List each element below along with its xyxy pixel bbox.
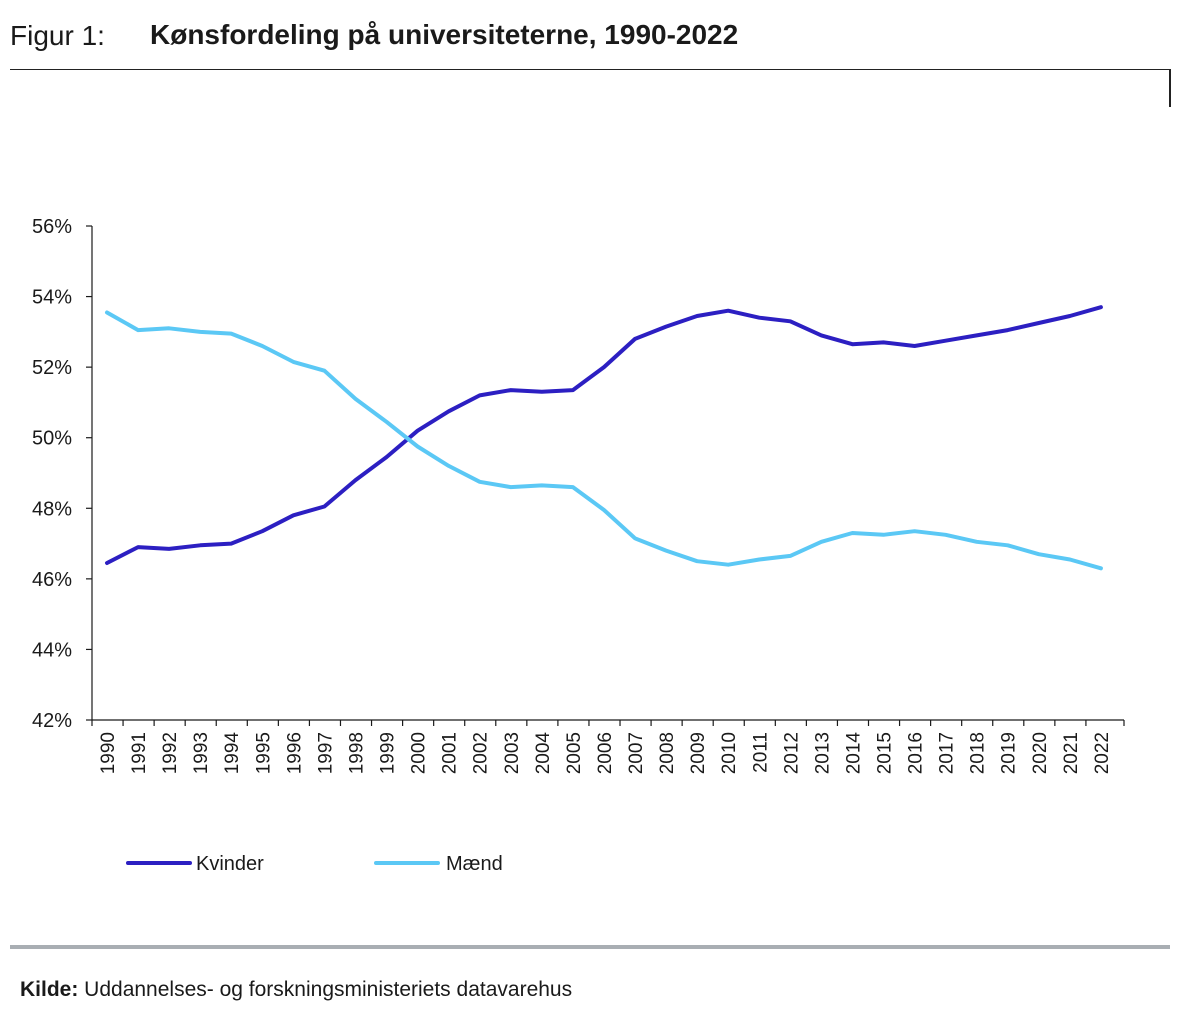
x-tick-label: 1995: [253, 732, 274, 774]
x-tick-label: 2019: [999, 732, 1020, 774]
x-tick-label: 2000: [409, 732, 430, 774]
y-tick-label: 54%: [32, 287, 72, 309]
x-tick-label: 1990: [98, 732, 119, 774]
chart-title: Kønsfordeling på universiteterne, 1990-2…: [150, 19, 739, 50]
x-tick-label: 1991: [129, 732, 150, 774]
source-note: Kilde: Uddannelses- og forskningsministe…: [20, 978, 572, 1002]
x-tick-label: 2020: [1030, 732, 1051, 774]
x-tick-label: 1999: [378, 732, 399, 774]
x-tick-label: 2016: [906, 732, 927, 774]
legend-label: Mænd: [446, 853, 503, 875]
series-line-maend: [105, 310, 1103, 571]
legend: Kvinder Mænd: [126, 853, 503, 875]
y-tick-label: 48%: [32, 498, 72, 520]
top-divider: [10, 69, 1170, 70]
x-tick-label: 2005: [564, 732, 585, 774]
x-tick-label: 2003: [502, 732, 523, 774]
y-tick-label: 56%: [32, 216, 72, 238]
x-tick-label: 2017: [937, 732, 958, 774]
y-tick-label: 46%: [32, 569, 72, 591]
x-axis: 1990 1991 1992 1993 1994 1995 1996 1997 1998 1999…: [91, 719, 1125, 775]
x-tick-label: 2018: [968, 732, 989, 774]
x-tick-label: 2022: [1092, 732, 1113, 774]
x-tick-label: 2012: [781, 732, 802, 774]
series-line-kvinder: [105, 305, 1103, 565]
x-tick-label: 2015: [875, 732, 896, 774]
x-tick-label: 2008: [657, 732, 678, 774]
x-tick-label: 2009: [688, 732, 709, 774]
x-tick-label: 1998: [346, 732, 367, 774]
source-text: Uddannelses- og forskningsministeriets d…: [78, 978, 573, 1001]
x-tick-label: 2002: [471, 732, 492, 774]
x-tick-label: 1992: [160, 732, 181, 774]
source-label: Kilde:: [20, 978, 79, 1001]
x-tick-label: 2011: [750, 732, 771, 773]
y-tick-label: 52%: [32, 357, 72, 379]
top-divider-tick: [1169, 69, 1171, 107]
legend-label: Kvinder: [196, 853, 264, 875]
y-tick-label: 50%: [32, 428, 72, 450]
x-tick-label: 1993: [191, 732, 212, 774]
x-tick-label: 2013: [812, 732, 833, 774]
x-tick-label: 2021: [1061, 732, 1082, 774]
x-tick-label: 2010: [719, 732, 740, 774]
x-tick-label: 2007: [626, 732, 647, 774]
x-tick-label: 1994: [222, 732, 243, 775]
x-tick-label: 2006: [595, 732, 616, 774]
figure-label: Figur 1:: [10, 20, 105, 51]
series-lines: [105, 305, 1103, 571]
x-tick-label: 1997: [315, 732, 336, 774]
bottom-divider: [10, 945, 1170, 949]
x-tick-label: 1996: [284, 732, 305, 774]
y-axis: 42% 44% 46% 48% 50% 52% 54% 56%: [32, 216, 93, 732]
x-tick-label: 2001: [440, 732, 461, 774]
y-tick-label: 42%: [32, 710, 72, 732]
y-tick-label: 44%: [32, 639, 72, 661]
x-tick-label: 2004: [533, 732, 554, 775]
x-tick-label: 2014: [843, 732, 864, 775]
